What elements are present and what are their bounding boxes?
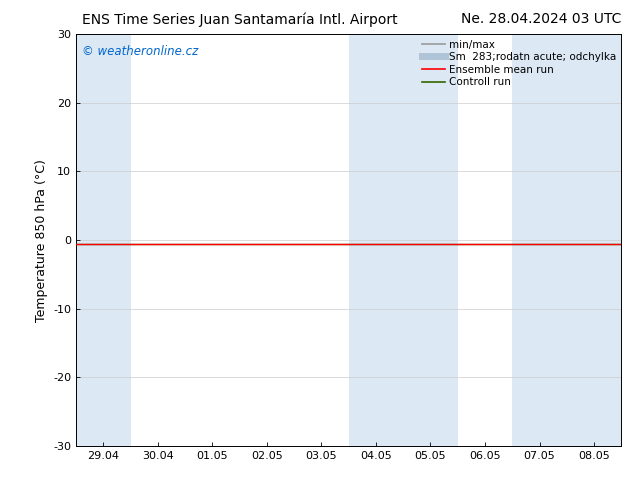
Y-axis label: Temperature 850 hPa (°C): Temperature 850 hPa (°C): [34, 159, 48, 321]
Bar: [76, 34, 131, 446]
Text: Ne. 28.04.2024 03 UTC: Ne. 28.04.2024 03 UTC: [461, 12, 621, 26]
Bar: [512, 34, 621, 446]
Legend: min/max, Sm  283;rodatn acute; odchylka, Ensemble mean run, Controll run: min/max, Sm 283;rodatn acute; odchylka, …: [420, 37, 618, 89]
Text: © weatheronline.cz: © weatheronline.cz: [82, 45, 198, 58]
Text: ENS Time Series Juan Santamaría Intl. Airport: ENS Time Series Juan Santamaría Intl. Ai…: [82, 12, 398, 27]
Bar: [349, 34, 458, 446]
